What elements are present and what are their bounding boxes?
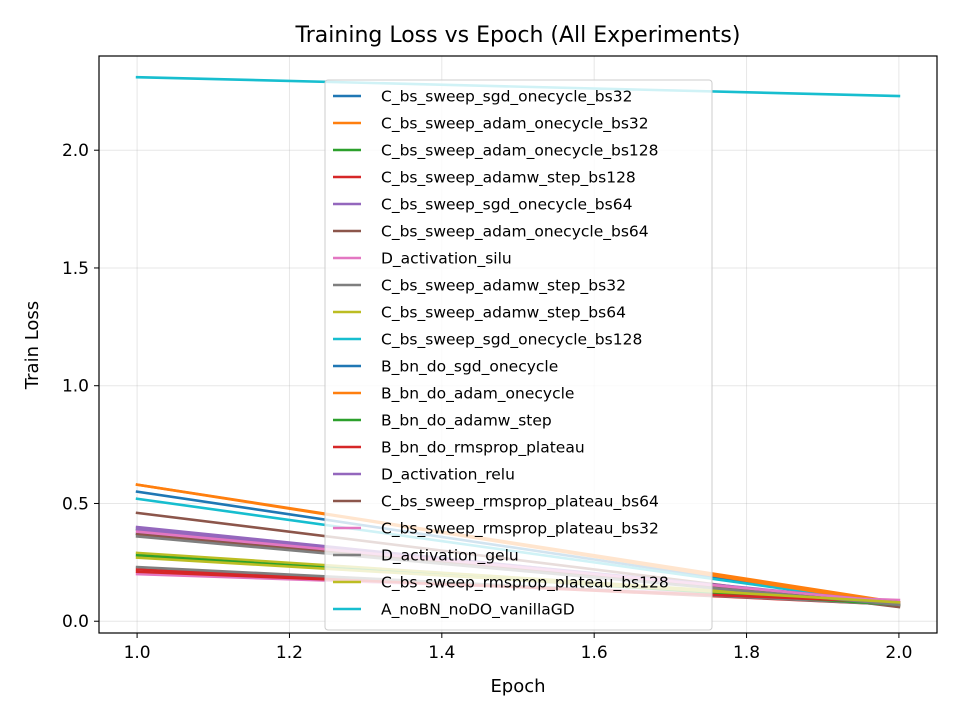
legend-label: C_bs_sweep_adamw_step_bs32 xyxy=(381,277,626,296)
legend-label: C_bs_sweep_rmsprop_plateau_bs64 xyxy=(381,493,659,512)
legend: C_bs_sweep_sgd_onecycle_bs32 C_bs_sweep_a… xyxy=(324,79,713,631)
x-tick-label: 1.0 xyxy=(124,643,151,663)
x-tick-label: 1.2 xyxy=(276,643,303,663)
legend-label: C_bs_sweep_adamw_step_bs64 xyxy=(381,304,626,323)
legend-label: D_activation_gelu xyxy=(381,547,519,566)
y-tick-label: 1.5 xyxy=(62,259,89,279)
legend-label: C_bs_sweep_adamw_step_bs128 xyxy=(381,169,636,188)
legend-label: B_bn_do_sgd_onecycle xyxy=(381,358,558,377)
legend-label: C_bs_sweep_sgd_onecycle_bs32 xyxy=(381,88,632,107)
legend-label: D_activation_silu xyxy=(381,250,512,269)
legend-label: C_bs_sweep_adam_onecycle_bs32 xyxy=(381,115,649,134)
plot-frame xyxy=(98,55,938,634)
x-tick-label: 1.6 xyxy=(581,643,608,663)
legend-label: B_bn_do_rmsprop_plateau xyxy=(381,439,585,458)
legend-label: B_bn_do_adamw_step xyxy=(381,412,552,431)
legend-label: C_bs_sweep_adam_onecycle_bs128 xyxy=(381,142,659,161)
legend-label: C_bs_sweep_adam_onecycle_bs64 xyxy=(381,223,649,242)
y-axis-label: Train Loss xyxy=(22,301,43,390)
legend-box xyxy=(324,79,713,631)
y-tick-label: 1.0 xyxy=(62,377,89,397)
legend-label: C_bs_sweep_sgd_onecycle_bs64 xyxy=(381,196,632,215)
legend-label: B_bn_do_adam_onecycle xyxy=(381,385,574,404)
legend-label: C_bs_sweep_sgd_onecycle_bs128 xyxy=(381,331,642,350)
x-axis-label: Epoch xyxy=(490,676,545,697)
y-tick-label: 2.0 xyxy=(62,141,89,161)
x-tick-label: 1.8 xyxy=(733,643,760,663)
x-tick-label: 1.4 xyxy=(428,643,455,663)
legend-label: A_noBN_noDO_vanillaGD xyxy=(381,601,575,620)
y-tick-label: 0.5 xyxy=(62,494,89,514)
x-tick-label: 2.0 xyxy=(885,643,912,663)
legend-label: D_activation_relu xyxy=(381,466,515,485)
axis-ticks: 1.0 1.2 1.4 1.6 1.8 2.0 0.0 0.5 1.0 1.5 2.0 xyxy=(62,141,912,663)
chart-title: Training Loss vs Epoch (All Experiments) xyxy=(295,23,741,48)
legend-label: C_bs_sweep_rmsprop_plateau_bs32 xyxy=(381,520,659,539)
legend-label: C_bs_sweep_rmsprop_plateau_bs128 xyxy=(381,574,669,593)
y-tick-label: 0.0 xyxy=(62,612,89,632)
